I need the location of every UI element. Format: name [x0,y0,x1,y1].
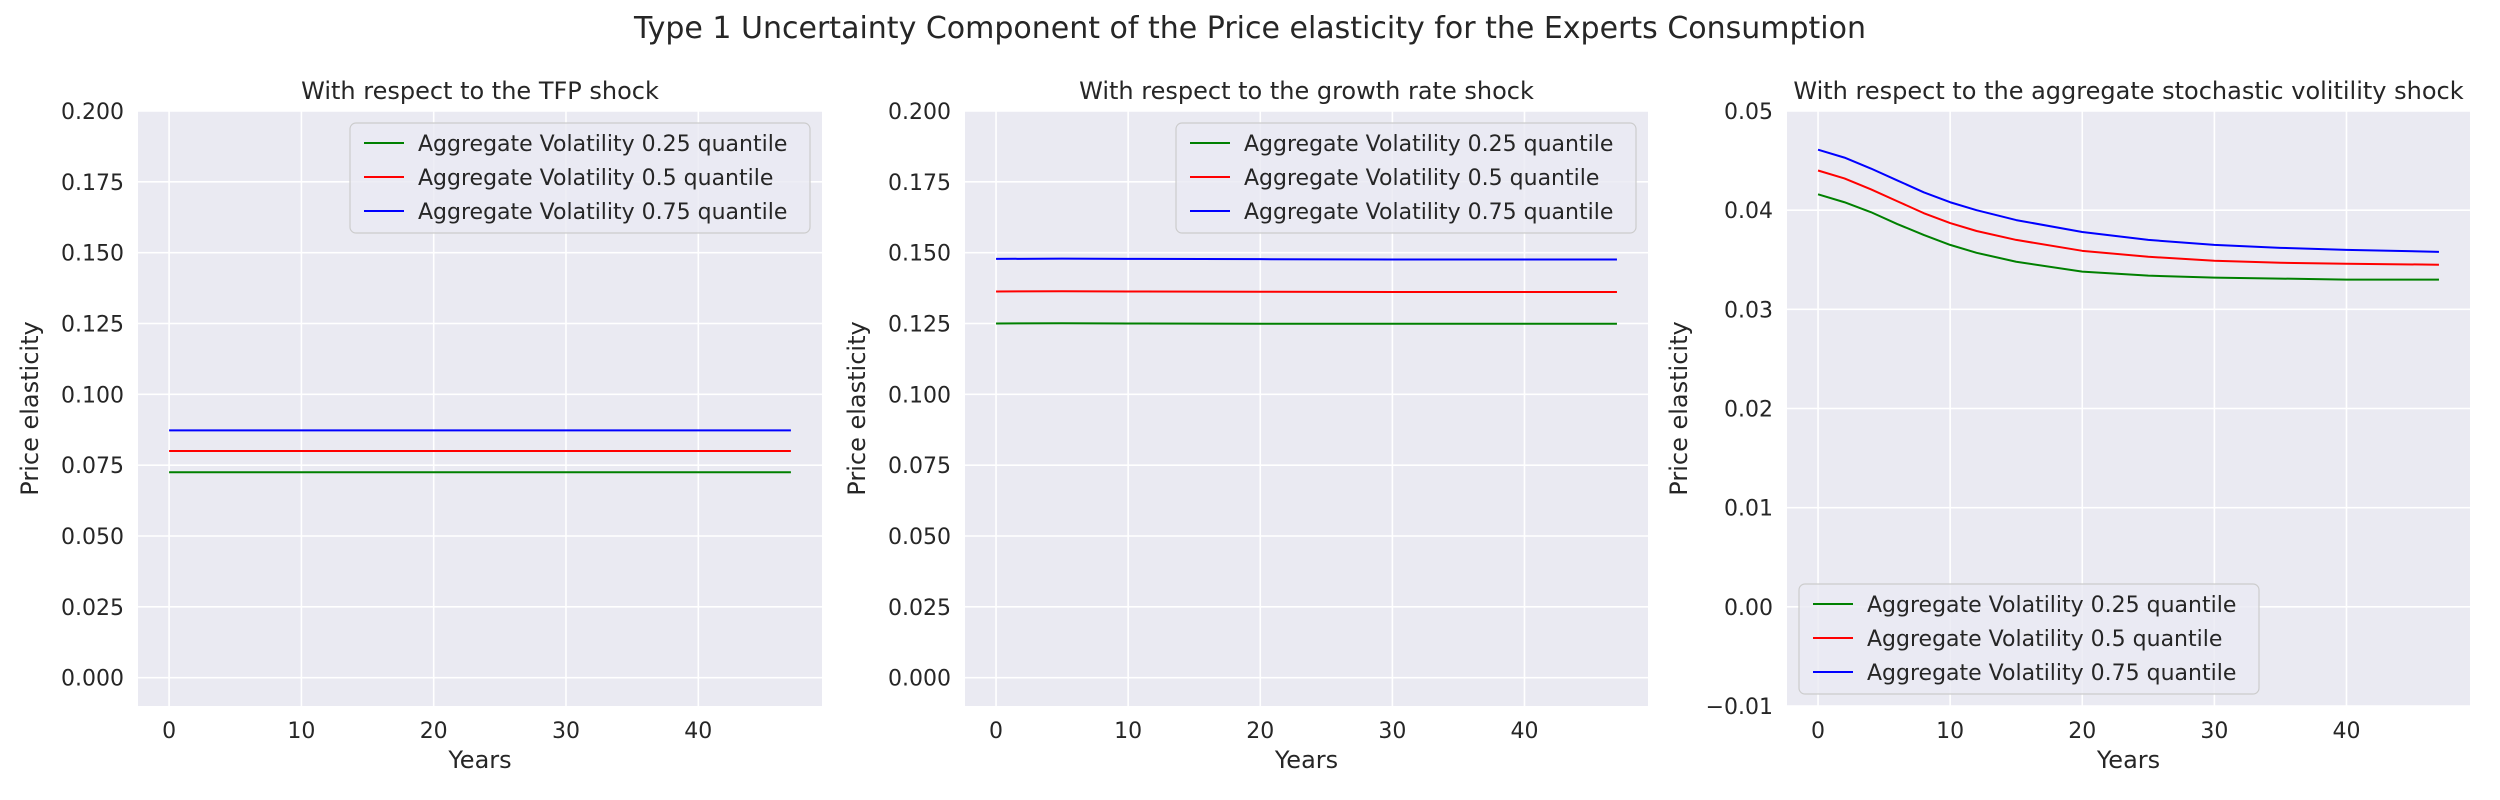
y-tick-label: 0.05 [1724,100,1773,125]
legend-label: Aggregate Volatility 0.25 quantile [1244,132,1613,157]
chart-panel-3: −0.01 0.00 0.01 0.02 0.03 0.04 0.05 0 10 20 30 40 Wi… [1665,77,2470,774]
y-tick-label: 0.175 [61,171,124,196]
y-tick-label: 0.100 [61,383,124,408]
y-tick-label: 0.150 [61,242,124,267]
series-line-1 [1817,193,2439,281]
x-tick-label: 30 [552,719,580,744]
y-tick-label: −0.01 [1706,695,1773,720]
y-tick-label: 0.025 [61,596,124,621]
panel-title: With respect to the aggregate stochastic… [1793,77,2463,105]
legend-label: Aggregate Volatility 0.75 quantile [1244,200,1613,225]
x-tick-label: 40 [1510,719,1538,744]
series-line-3 [996,257,1617,261]
legend-label: Aggregate Volatility 0.5 quantile [1867,627,2222,652]
series-line-2 [996,290,1617,294]
legend-label: Aggregate Volatility 0.5 quantile [1244,166,1599,191]
x-tick-label: 40 [684,719,712,744]
x-tick-label: 40 [2332,719,2360,744]
legend-label: Aggregate Volatility 0.5 quantile [418,166,773,191]
legend-box [1175,122,1637,234]
chart-panel-1: 0.000 0.025 0.050 0.075 0.100 0.125 0.150 0.175… [16,77,822,774]
y-tick-label: 0.01 [1724,497,1773,522]
x-tick-label: 30 [1378,719,1406,744]
legend-box [349,122,811,234]
x-tick-label: 30 [2200,719,2228,744]
legend-label: Aggregate Volatility 0.25 quantile [418,132,787,157]
legend-label: Aggregate Volatility 0.75 quantile [418,200,787,225]
x-tick-label: 0 [162,719,176,744]
y-tick-label: 0.150 [888,242,951,267]
x-tick-label: 0 [989,719,1003,744]
series-line-2 [1817,169,2439,266]
y-tick-label: 0.175 [888,171,951,196]
x-tick-label: 20 [420,719,448,744]
x-tick-label: 20 [2068,719,2096,744]
x-axis-label: Years [1274,746,1338,774]
y-tick-label: 0.050 [888,525,951,550]
y-tick-label: 0.075 [888,454,951,479]
y-tick-label: 0.03 [1724,298,1773,323]
x-axis-label: Years [2096,746,2160,774]
legend-label: Aggregate Volatility 0.75 quantile [1867,661,2236,686]
x-axis-label: Years [447,746,511,774]
y-tick-label: 0.02 [1724,398,1773,423]
series-line-1 [996,322,1617,325]
legend-box [1798,583,2260,695]
y-tick-label: 0.04 [1724,199,1773,224]
y-tick-label: 0.025 [888,596,951,621]
x-tick-label: 10 [287,719,315,744]
y-axis-label: Price elasticity [16,321,44,495]
legend: Aggregate Volatility 0.25 quantile Aggreg… [349,122,811,234]
chart-panel-2: 0.000 0.025 0.050 0.075 0.100 0.125 0.150 0.175… [843,77,1648,774]
x-tick-label: 0 [1811,719,1825,744]
x-tick-label: 20 [1246,719,1274,744]
legend: Aggregate Volatility 0.25 quantile Aggreg… [1798,583,2260,695]
y-tick-label: 0.075 [61,454,124,479]
y-tick-label: 0.000 [888,667,951,692]
panel-title: With respect to the TFP shock [301,77,659,105]
legend: Aggregate Volatility 0.25 quantile Aggreg… [1175,122,1637,234]
x-tick-label: 10 [1114,719,1142,744]
y-tick-label: 0.050 [61,525,124,550]
figure-title: Type 1 Uncertainty Component of the Pric… [633,11,1866,46]
y-tick-label: 0.200 [61,100,124,125]
y-tick-label: 0.125 [888,313,951,338]
legend-label: Aggregate Volatility 0.25 quantile [1867,593,2236,618]
y-tick-label: 0.200 [888,100,951,125]
y-tick-label: 0.125 [61,313,124,338]
series-line-3 [1817,148,2439,253]
y-axis-label: Price elasticity [843,321,871,495]
y-tick-label: 0.100 [888,383,951,408]
y-tick-label: 0.00 [1724,596,1773,621]
y-axis-label: Price elasticity [1665,321,1693,495]
panel-title: With respect to the growth rate shock [1079,77,1534,105]
y-tick-label: 0.000 [61,667,124,692]
x-tick-label: 10 [1936,719,1964,744]
